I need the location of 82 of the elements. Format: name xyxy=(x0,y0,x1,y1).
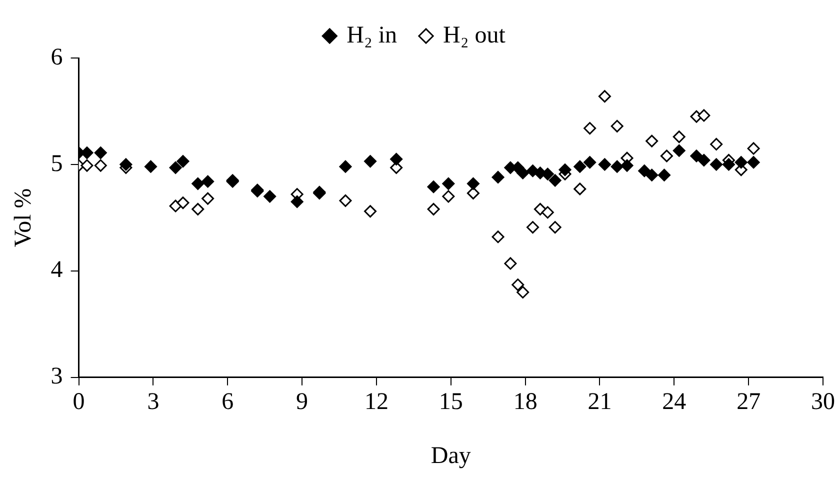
point xyxy=(646,134,658,148)
point xyxy=(264,190,276,203)
x-tick-label: 18 xyxy=(513,389,538,416)
point xyxy=(598,158,611,171)
point xyxy=(620,159,634,172)
point xyxy=(427,202,440,216)
point xyxy=(672,130,686,144)
point xyxy=(722,158,735,171)
point xyxy=(690,150,703,162)
x-tick-label: 6 xyxy=(222,389,234,416)
point xyxy=(747,156,760,169)
point xyxy=(698,109,710,122)
point xyxy=(558,164,572,176)
x-tick-label: 9 xyxy=(296,389,308,416)
point xyxy=(192,202,204,216)
point xyxy=(94,159,107,172)
point xyxy=(710,158,723,171)
x-tick-label: 12 xyxy=(364,389,388,416)
y-tick-label: 5 xyxy=(50,150,63,177)
x-tick-label: 21 xyxy=(588,389,612,416)
x-tick-label: 27 xyxy=(736,389,761,416)
point xyxy=(610,160,624,173)
point xyxy=(516,286,530,298)
point xyxy=(339,194,352,207)
point xyxy=(574,182,586,196)
y-tick-label: 6 xyxy=(50,44,63,70)
point xyxy=(574,160,586,173)
point xyxy=(492,230,504,244)
x-tick-label: 0 xyxy=(72,389,85,416)
point xyxy=(466,177,480,190)
point xyxy=(504,257,517,270)
point xyxy=(698,154,710,166)
point xyxy=(710,138,723,150)
point xyxy=(290,195,304,208)
point xyxy=(442,177,455,190)
point xyxy=(202,192,214,205)
y-axis-title: Vol % xyxy=(10,188,37,248)
point xyxy=(169,161,182,174)
point xyxy=(638,164,651,178)
point xyxy=(512,278,524,292)
point xyxy=(660,150,673,162)
point xyxy=(176,196,190,210)
x-tick-label: 24 xyxy=(662,389,686,416)
point xyxy=(516,166,530,180)
legend-label: H₂ out xyxy=(443,22,506,48)
point xyxy=(144,160,157,173)
x-tick-label: 30 xyxy=(811,389,835,416)
point xyxy=(658,168,670,182)
point xyxy=(339,160,352,173)
point xyxy=(364,205,377,218)
point xyxy=(734,156,748,169)
point xyxy=(192,177,204,190)
x-axis-title: Day xyxy=(430,442,471,469)
y-tick-label: 3 xyxy=(50,364,63,390)
point xyxy=(169,200,182,212)
point xyxy=(548,174,562,187)
point xyxy=(364,155,377,168)
point xyxy=(534,202,546,216)
point xyxy=(176,155,190,168)
point xyxy=(584,156,596,169)
point xyxy=(610,120,624,132)
point xyxy=(598,90,611,103)
point xyxy=(466,186,480,200)
point xyxy=(120,158,132,171)
point xyxy=(526,221,540,234)
point xyxy=(202,175,214,188)
point xyxy=(427,180,440,194)
point xyxy=(492,170,504,184)
y-tick-label: 4 xyxy=(50,257,63,284)
point xyxy=(747,142,760,155)
x-tick-label: 15 xyxy=(438,389,463,416)
point xyxy=(584,122,596,135)
legend-label: H₂ in xyxy=(346,22,398,48)
point xyxy=(672,144,686,157)
point xyxy=(80,159,94,172)
point xyxy=(390,152,403,166)
point xyxy=(646,168,658,182)
point xyxy=(94,146,107,160)
point xyxy=(541,206,554,219)
point xyxy=(548,221,562,234)
x-tick-label: 3 xyxy=(147,389,160,416)
point xyxy=(442,190,455,203)
